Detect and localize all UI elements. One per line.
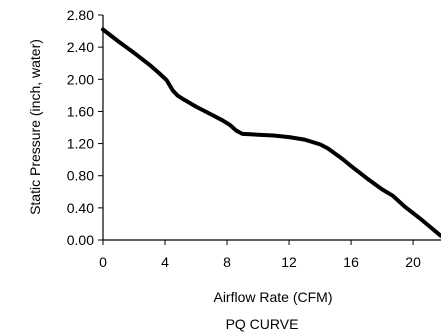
y-axis-label: Static Pressure (inch, water) [27,39,43,215]
x-tick-label: 12 [281,254,297,270]
y-tick-label: 0.80 [67,168,94,184]
x-axis-label: Airflow Rate (CFM) [213,289,332,305]
x-tick-label: 0 [99,254,107,270]
y-tick-label: 0.40 [67,200,94,216]
chart-title: PQ CURVE [226,316,299,332]
x-tick-label: 16 [343,254,359,270]
y-tick-label: 1.20 [67,136,94,152]
x-tick-label: 8 [223,254,231,270]
y-tick-label: 2.00 [67,71,94,87]
y-tick-label: 0.00 [67,232,94,248]
y-tick-label: 2.80 [67,7,94,23]
y-tick-label: 2.40 [67,39,94,55]
series-group [101,27,441,238]
x-tick-label: 20 [405,254,421,270]
pq-curve-line [101,27,441,238]
x-tick-label: 4 [161,254,169,270]
x-axis-ticks: 0 4 8 12 16 20 [99,240,421,270]
y-axis-ticks: 0.00 0.40 0.80 1.20 1.60 2.00 2.40 2.80 [67,7,103,248]
y-tick-label: 1.60 [67,103,94,119]
